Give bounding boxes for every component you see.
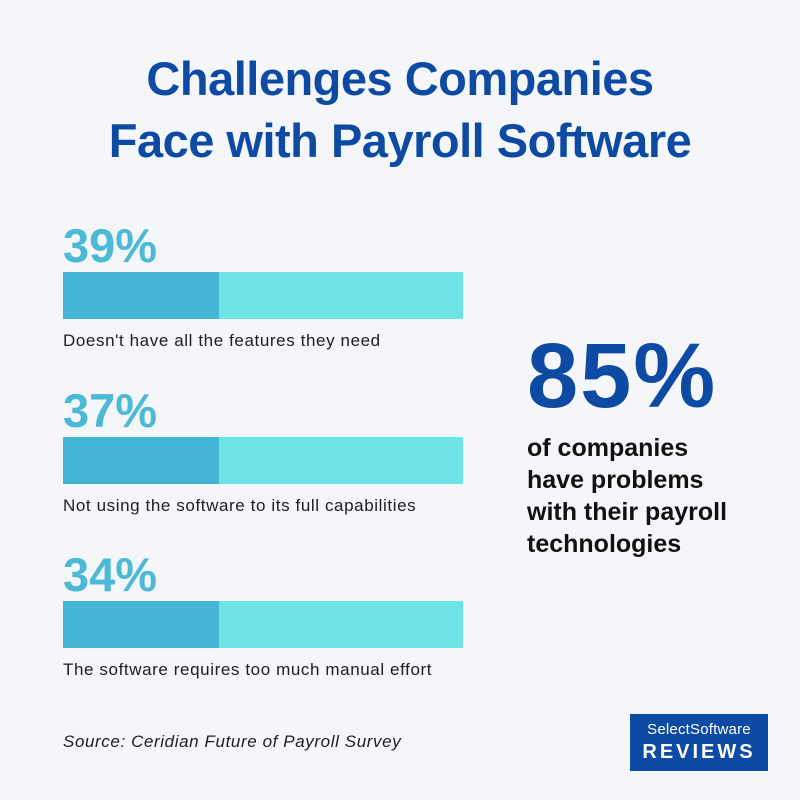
bar-track	[63, 601, 463, 648]
stat-category-label: Doesn't have all the features they need	[63, 331, 381, 350]
source-note: Source: Ceridian Future of Payroll Surve…	[63, 732, 402, 751]
highlight-stat: 85% of companies have problems with thei…	[527, 330, 787, 560]
stat-category-label: The software requires too much manual ef…	[63, 660, 433, 679]
logo-line-1: SelectSoftware	[647, 721, 751, 738]
stat-value-label: 39%	[63, 219, 158, 272]
highlight-line-2: have problems	[527, 466, 704, 494]
title-line-1: Challenges Companies	[146, 52, 654, 105]
stat-item: 39% Doesn't have all the features they ne…	[63, 222, 503, 351]
highlight-description: of companies have problems with their pa…	[527, 432, 787, 560]
highlight-line-3: with their payroll	[527, 498, 728, 526]
stat-value-label: 37%	[63, 384, 158, 437]
highlight-line-1: of companies	[527, 434, 689, 462]
title-line-2: Face with Payroll Software	[108, 114, 692, 167]
bar-track	[63, 437, 463, 484]
highlight-line-4: technologies	[527, 530, 682, 558]
bar-fill	[63, 272, 219, 319]
bar-fill	[63, 437, 219, 484]
bar-track	[63, 272, 463, 319]
highlight-value: 85%	[527, 325, 718, 427]
brand-logo[interactable]: SelectSoftware REVIEWS	[630, 714, 768, 771]
stat-item: 37% Not using the software to its full ca…	[63, 387, 503, 516]
logo-line-2: REVIEWS	[642, 741, 756, 763]
bar-fill	[63, 601, 219, 648]
stat-category-label: Not using the software to its full capab…	[63, 496, 417, 515]
page-title: Challenges Companies Face with Payroll S…	[0, 48, 800, 172]
stat-item: 34% The software requires too much manual…	[63, 551, 503, 680]
stat-value-label: 34%	[63, 548, 158, 601]
